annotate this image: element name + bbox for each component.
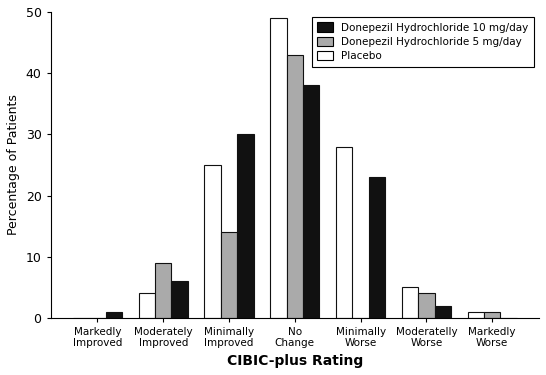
Bar xyxy=(369,177,385,318)
Bar xyxy=(139,293,155,318)
Bar xyxy=(204,165,221,318)
Bar xyxy=(467,312,484,318)
Bar xyxy=(237,134,254,318)
Bar xyxy=(484,312,500,318)
X-axis label: CIBIC-plus Rating: CIBIC-plus Rating xyxy=(227,354,363,368)
Bar xyxy=(418,293,435,318)
Bar xyxy=(155,263,171,318)
Bar xyxy=(435,306,451,318)
Bar xyxy=(221,232,237,318)
Bar xyxy=(303,86,319,318)
Bar xyxy=(287,55,303,318)
Bar xyxy=(171,281,188,318)
Bar xyxy=(402,287,418,318)
Y-axis label: Percentage of Patients: Percentage of Patients xyxy=(7,94,20,236)
Legend: Donepezil Hydrochloride 10 mg/day, Donepezil Hydrochloride 5 mg/day, Placebo: Donepezil Hydrochloride 10 mg/day, Donep… xyxy=(312,17,534,67)
Bar xyxy=(270,18,287,318)
Bar xyxy=(336,147,352,318)
Bar xyxy=(105,312,122,318)
